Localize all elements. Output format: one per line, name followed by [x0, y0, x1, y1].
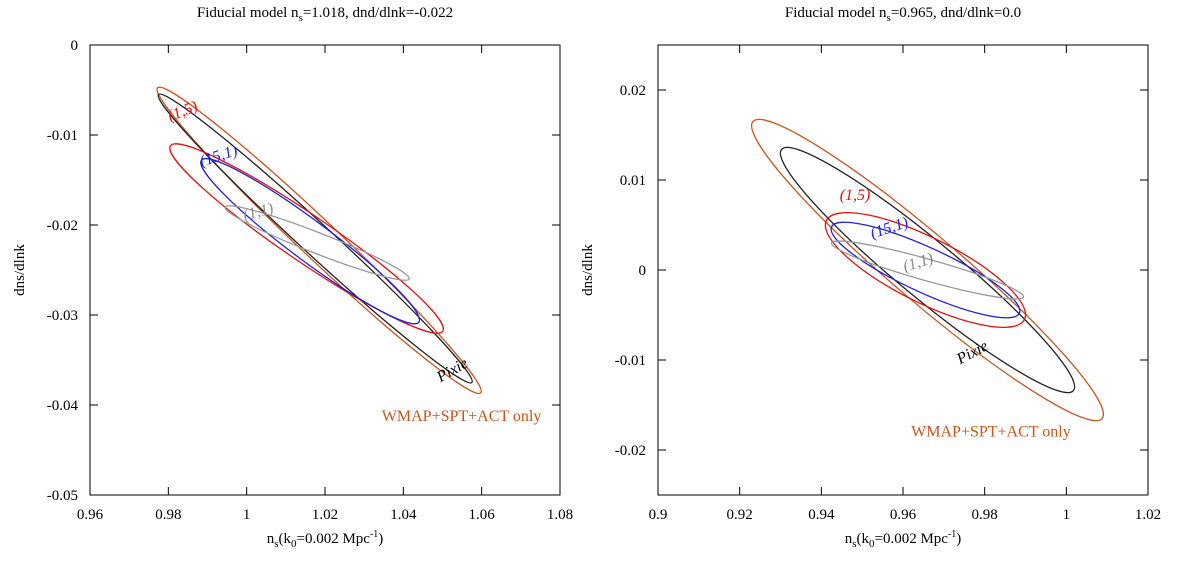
y-tick-label: -0.01: [615, 353, 646, 369]
y-tick-label: 0.01: [620, 173, 646, 189]
contour-pixie: [779, 146, 1076, 394]
x-tick-label: 1.06: [469, 507, 496, 523]
x-tick-label: 0.98: [155, 507, 181, 523]
x-tick-label: 1: [243, 507, 251, 523]
y-tick-label: -0.02: [615, 443, 646, 459]
chart-title: Fiducial model ns=0.965, dnd/dlnk=0.0: [785, 5, 1021, 24]
y-tick-label: -0.05: [47, 488, 78, 504]
y-axis-label: dns/dlnk: [12, 244, 28, 296]
x-tick-label: 1.08: [547, 507, 573, 523]
y-tick-label: 0.02: [620, 83, 646, 99]
plot-frame: [657, 44, 1149, 496]
contour-label: (15,1): [868, 214, 910, 242]
x-tick-label: 0.96: [890, 507, 917, 523]
y-axis-label: dns/dlnk: [580, 244, 596, 296]
contour-label: (1,5): [165, 98, 200, 125]
contour-1-1: [830, 240, 1025, 300]
x-tick-label: 1: [1063, 507, 1071, 523]
y-tick-label: -0.04: [47, 398, 79, 414]
plot-frame: [89, 44, 561, 496]
x-tick-label: 1.02: [312, 507, 338, 523]
y-tick-label: -0.02: [47, 218, 78, 234]
y-tick-label: -0.03: [47, 308, 78, 324]
x-tick-label: 0.98: [972, 507, 998, 523]
panel-2: 0.9 0.92 0.94 0.96 0.98 1 1.02 -0.02 -0.01 0 0.01 0…: [580, 5, 1161, 550]
x-tick-label: 0.9: [649, 507, 668, 523]
contour-1-5: [824, 212, 1027, 328]
legend-entry: WMAP+SPT+ACT only: [382, 408, 542, 425]
y-tick-label: 0: [639, 263, 647, 279]
x-tick-label: 1.02: [1135, 507, 1161, 523]
contour-1-1: [224, 205, 410, 281]
contour-label: Pixie: [953, 338, 991, 369]
y-tick-label: 0: [71, 38, 79, 54]
contour-label: (1,1): [901, 250, 935, 276]
legend-entry: WMAP+SPT+ACT only: [911, 424, 1071, 441]
y-tick-label: -0.01: [47, 128, 78, 144]
x-tick-label: 0.94: [808, 507, 835, 523]
contour-15-1: [830, 221, 1021, 319]
x-axis-label: ns(k0=0.002 Mpc-1): [845, 529, 962, 550]
chart-title: Fiducial model ns=1.018, dnd/dlnk=-0.022: [197, 5, 453, 24]
x-tick-label: 0.92: [727, 507, 753, 523]
x-tick-label: 0.96: [77, 507, 104, 523]
x-axis-label: ns(k0=0.002 Mpc-1): [267, 529, 384, 550]
contour-pixie: [157, 93, 473, 384]
contour-wmap-spt-act-only: [750, 118, 1105, 422]
contour-15-1: [200, 158, 421, 325]
x-tick-label: 1.04: [390, 507, 417, 523]
panel-1: 0.96 0.98 1 1.02 1.04 1.06 1.08 -0.05 -0.04 -0.03…: [12, 5, 573, 550]
contour-label: (1,1): [241, 200, 275, 224]
contour-label: (1,5): [840, 187, 871, 204]
contour-wmap-spt-act-only: [156, 86, 482, 395]
contour-1-5: [169, 143, 444, 334]
